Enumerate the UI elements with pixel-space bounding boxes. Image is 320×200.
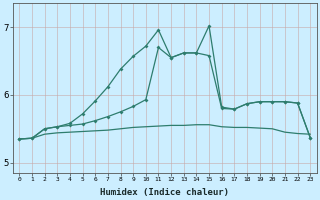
X-axis label: Humidex (Indice chaleur): Humidex (Indice chaleur) xyxy=(100,188,229,197)
